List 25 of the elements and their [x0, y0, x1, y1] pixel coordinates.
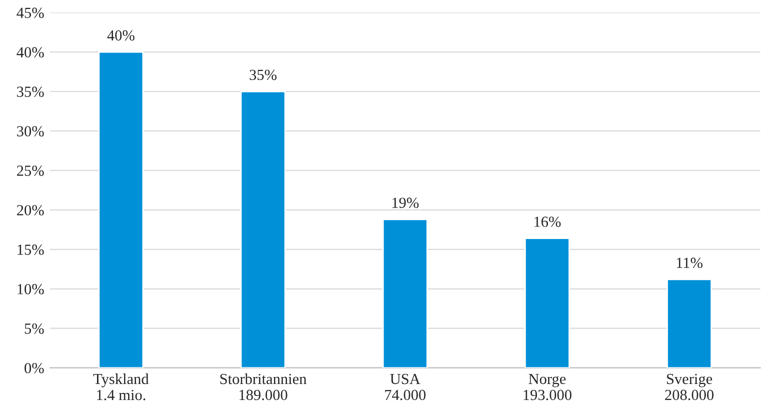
- y-tick-label: 30%: [17, 126, 44, 136]
- x-tick-label: Tyskland 1.4 mio.: [93, 373, 149, 400]
- bar: [382, 218, 428, 368]
- x-tick-label: USA 74.000: [385, 374, 426, 400]
- bar: [98, 51, 144, 368]
- x-tick-label: Sverige 208.000: [665, 374, 714, 400]
- x-tick-label: Storbritannien 189.000: [220, 373, 307, 400]
- data-label: 35%: [250, 70, 277, 80]
- y-tick-label: 25%: [17, 166, 44, 176]
- y-tick-label: 45%: [16, 8, 44, 18]
- bar: [666, 278, 712, 368]
- y-tick-label: 10%: [18, 284, 44, 294]
- bar: [524, 238, 570, 368]
- y-tick-label: 0%: [24, 362, 44, 374]
- y-tick-label: 15%: [18, 244, 44, 255]
- data-label: 16%: [534, 216, 561, 227]
- y-tick-label: 40%: [16, 47, 44, 58]
- y-tick-label: 35%: [17, 86, 44, 97]
- x-tick-label: Norge 193.000: [524, 374, 572, 400]
- bar: [240, 90, 286, 368]
- data-label: 40%: [107, 30, 134, 41]
- y-tick-label: 20%: [17, 205, 44, 216]
- data-label: 19%: [392, 198, 419, 208]
- data-label: 11%: [676, 258, 702, 268]
- y-tick-label: 5%: [24, 324, 44, 334]
